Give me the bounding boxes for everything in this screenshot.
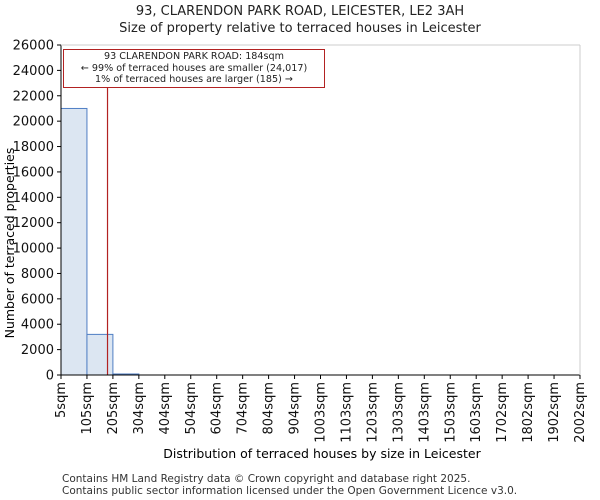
x-tick-label: 2002sqm (573, 382, 588, 443)
histogram-bar (86, 333, 114, 376)
x-tick-label: 904sqm (288, 382, 303, 435)
annotation-line-3: 1% of terraced houses are larger (185) → (95, 74, 293, 86)
chart-title-address: 93, CLARENDON PARK ROAD, LEICESTER, LE2 … (135, 4, 465, 19)
y-tick-label: 12000 (13, 216, 54, 231)
y-tick-label: 6000 (21, 292, 54, 307)
x-tick-label: 1702sqm (495, 382, 510, 443)
footer-licence: Contains public sector information licen… (62, 485, 518, 497)
y-tick-label: 10000 (13, 242, 54, 257)
x-tick-label: 1503sqm (443, 382, 458, 443)
x-tick-label: 1003sqm (314, 382, 329, 443)
y-tick-label: 20000 (13, 115, 54, 130)
footer-copyright: Contains HM Land Registry data © Crown c… (62, 473, 471, 485)
x-tick-label: 1103sqm (339, 382, 354, 443)
x-tick-label: 304sqm (132, 382, 147, 435)
x-tick-label: 504sqm (184, 382, 199, 435)
y-tick-label: 26000 (13, 39, 54, 54)
x-axis-label: Distribution of terraced houses by size … (163, 446, 481, 461)
x-tick-label: 804sqm (262, 382, 277, 435)
x-tick-label: 5sqm (54, 382, 69, 418)
x-tick-label: 1203sqm (365, 382, 380, 443)
annotation-box: 93 CLARENDON PARK ROAD: 184sqm ← 99% of … (63, 49, 325, 88)
y-tick-label: 16000 (13, 165, 54, 180)
annotation-line-1: 93 CLARENDON PARK ROAD: 184sqm (104, 51, 284, 62)
y-tick-label: 24000 (13, 64, 54, 79)
y-tick-label: 2000 (21, 343, 54, 358)
x-tick-label: 1303sqm (391, 382, 406, 443)
histogram-bar (60, 107, 88, 376)
y-tick-label: 18000 (13, 140, 54, 155)
x-tick-label: 205sqm (106, 382, 121, 435)
x-tick-label: 1603sqm (469, 382, 484, 443)
x-tick-label: 105sqm (80, 382, 95, 435)
annotation-line-2: ← 99% of terraced houses are smaller (24… (80, 62, 308, 74)
x-tick-label: 1802sqm (521, 382, 536, 443)
chart-title: Size of property relative to terraced ho… (119, 21, 481, 36)
x-tick-label: 704sqm (236, 382, 251, 435)
x-tick-label: 1403sqm (417, 382, 432, 443)
y-tick-label: 14000 (13, 191, 54, 206)
y-tick-label: 0 (46, 369, 54, 384)
y-tick-label: 4000 (21, 318, 54, 333)
x-tick-label: 1902sqm (547, 382, 562, 443)
y-axis-label: Number of terraced properties (2, 148, 17, 339)
x-tick-label: 604sqm (210, 382, 225, 435)
y-tick-label: 22000 (13, 89, 54, 104)
x-tick-label: 404sqm (158, 382, 173, 435)
y-tick-label: 8000 (21, 267, 54, 282)
